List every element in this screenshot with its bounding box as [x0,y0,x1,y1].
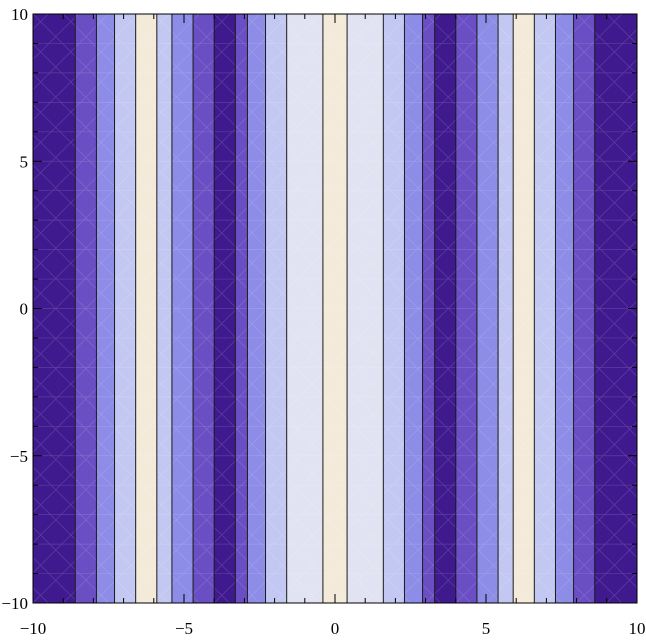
contour-band-1 [75,14,97,603]
x-tick-label: −10 [20,619,47,638]
x-axis-tick-labels: −10 −5 0 5 10 [20,619,646,638]
y-tick-label: 0 [20,300,29,319]
y-tick-label: 10 [11,5,28,24]
contour-band-6 [171,14,194,603]
contour-bands [33,14,637,603]
contour-band-23 [534,14,556,603]
contour-band-22 [513,14,535,603]
axis-ticks [32,13,638,604]
y-tick-label: −5 [10,447,28,466]
contour-band-3 [114,14,136,603]
contour-band-17 [422,14,435,603]
x-tick-label: −5 [175,619,193,638]
contour-band-20 [476,14,499,603]
x-tick-label: 10 [629,619,646,638]
contour-band-2 [96,14,115,603]
contour-band-14 [347,14,384,603]
contour-band-13 [322,14,348,603]
contour-band-18 [434,14,456,603]
contour-band-24 [555,14,574,603]
contour-band-15 [383,14,405,603]
contour-band-25 [573,14,595,603]
y-axis-tick-labels: −10 −5 0 5 10 [1,5,28,613]
contour-band-10 [247,14,266,603]
y-tick-label: −10 [1,594,28,613]
contour-band-21 [498,14,514,603]
contour-band-9 [235,14,248,603]
contour-lines [74,14,596,603]
mesh-texture [33,14,637,603]
x-tick-label: 0 [331,619,340,638]
contour-band-12 [286,14,323,603]
contour-band-8 [214,14,236,603]
contour-band-19 [455,14,477,603]
x-tick-label: 5 [482,619,491,638]
mesh-texture-lines [33,14,637,603]
contour-band-16 [404,14,423,603]
contour-band-7 [193,14,215,603]
y-tick-label: 5 [20,152,29,171]
contour-band-5 [156,14,172,603]
contour-band-11 [265,14,287,603]
contour-band-4 [135,14,157,603]
